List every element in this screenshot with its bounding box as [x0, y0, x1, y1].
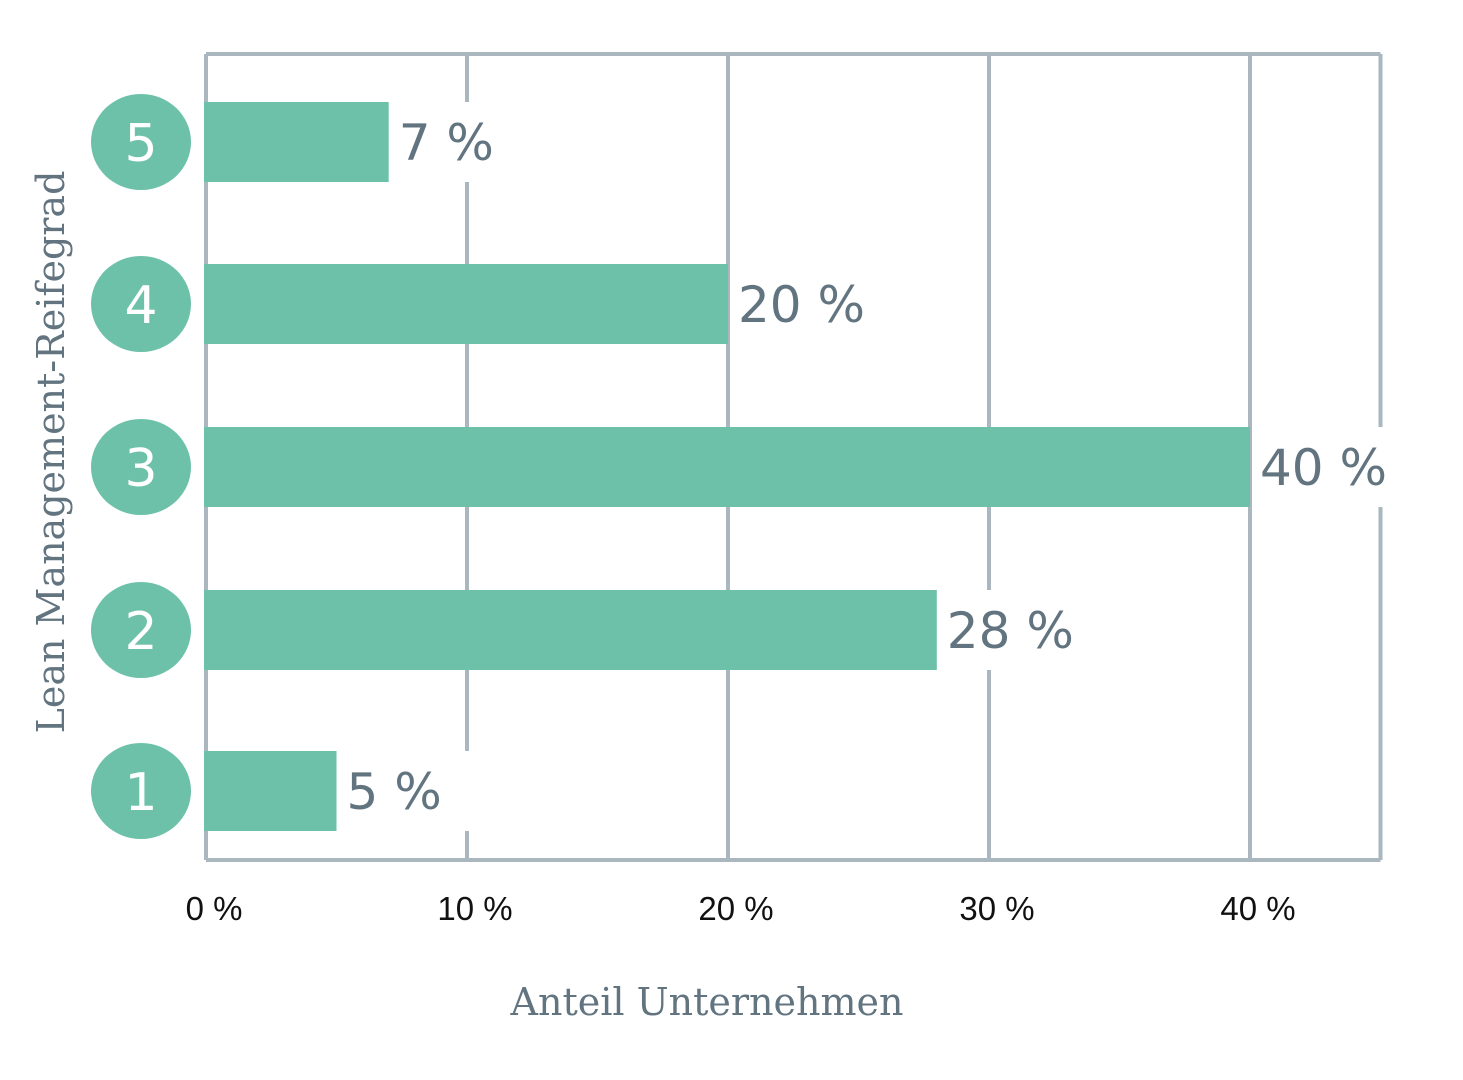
category-label-4: 4	[124, 276, 157, 336]
x-tick-label: 0 %	[186, 890, 243, 927]
y-axis-title: Lean Management-Reifegrad	[29, 171, 73, 734]
category-label-2: 2	[124, 602, 157, 662]
category-circle-2	[91, 582, 191, 678]
value-label-4: 20 %	[738, 276, 865, 334]
value-label-bg	[730, 264, 880, 344]
x-tick-label: 30 %	[959, 890, 1034, 927]
value-label-bg	[938, 590, 1089, 670]
value-label-3: 40 %	[1260, 439, 1387, 497]
category-markers: 1 2 3 4 5	[91, 94, 191, 839]
bars	[204, 102, 1250, 831]
x-tick-labels: 0 % 10 % 20 % 30 % 40 %	[186, 890, 1296, 927]
category-circle-3	[91, 419, 191, 515]
category-label-5: 5	[124, 114, 157, 174]
bar-5	[204, 102, 389, 182]
bar-4	[204, 264, 728, 344]
value-label-2: 28 %	[947, 602, 1074, 660]
category-circle-5	[91, 94, 191, 190]
value-label-5: 7 %	[399, 114, 494, 172]
x-tick-label: 40 %	[1220, 890, 1295, 927]
bar-1	[204, 751, 337, 831]
x-tick-label: 20 %	[698, 890, 773, 927]
category-label-3: 3	[124, 439, 157, 499]
x-tick-label: 10 %	[437, 890, 512, 927]
category-label-1: 1	[124, 763, 157, 823]
value-label-bg	[390, 102, 541, 182]
value-label-bg	[338, 751, 489, 831]
value-labels: 5 % 28 % 40 % 20 % 7 %	[338, 102, 1402, 831]
value-label-bg	[1252, 427, 1402, 507]
bar-2	[204, 590, 937, 670]
category-circle-1	[91, 743, 191, 839]
value-label-1: 5 %	[347, 763, 442, 821]
category-circle-4	[91, 256, 191, 352]
bar-3	[204, 427, 1250, 507]
x-axis-title: Anteil Unternehmen	[510, 980, 904, 1024]
